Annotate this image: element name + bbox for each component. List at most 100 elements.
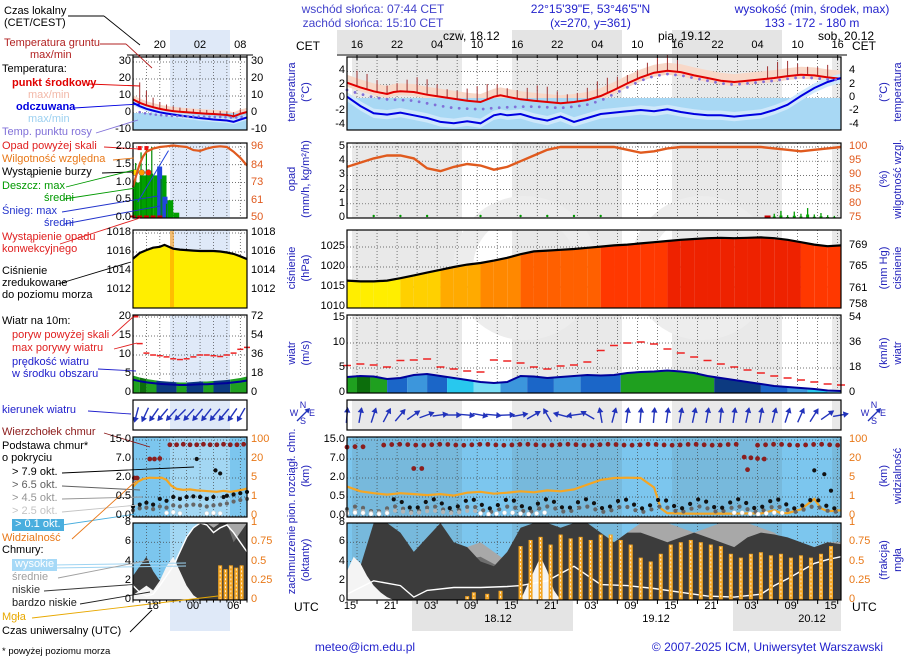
- legend-podstawa-chmur-: Podstawa chmur*: [2, 440, 89, 452]
- label: 0: [124, 106, 131, 118]
- legend-odczuwana: odczuwana: [16, 101, 76, 113]
- legend-śnieg-max: Śnieg: max: [2, 205, 58, 217]
- label: 5: [338, 361, 345, 373]
- mini-fr-tick: 0: [251, 593, 258, 605]
- legend--powyżej-poziomu-morza: * powyżej poziomu morza: [2, 646, 111, 657]
- label: 10: [332, 336, 345, 348]
- legend-deszcz-max: Deszcz: max: [2, 180, 65, 192]
- utc-tick: 21: [704, 600, 717, 612]
- km-tick: 0.0: [329, 509, 345, 521]
- mini-vis-tick: 1: [251, 490, 258, 502]
- legend-wiatr-na-10m-: Wiatr na 10m:: [2, 315, 71, 327]
- utc-tick: 09: [784, 600, 797, 612]
- label: 30: [118, 55, 131, 67]
- rh-tick: 100: [849, 140, 868, 152]
- km-tick: 2.0: [329, 471, 345, 483]
- label: 15: [332, 311, 345, 323]
- label: 1015: [320, 280, 345, 292]
- mini-km-tick: 7.0: [115, 452, 131, 464]
- utc-tick: 15: [824, 600, 837, 612]
- label: -10: [251, 123, 267, 135]
- label: 20: [251, 72, 264, 84]
- mini-vis-tick: 100: [251, 433, 270, 445]
- label: -4: [335, 117, 345, 130]
- legend-widzialność: Widzialność: [2, 532, 61, 544]
- km-tick: 15.0: [323, 433, 345, 445]
- label: 3: [338, 168, 345, 181]
- rh-tick: 95: [849, 154, 862, 167]
- axis-title-right: (km/h): [878, 337, 890, 369]
- day-thu: czw, 18.12: [443, 29, 500, 43]
- mini-fr-tick: 0.25: [251, 573, 273, 586]
- label: 72: [251, 310, 264, 322]
- legend-konwekcyjnego: konwekcyjnego: [2, 243, 78, 255]
- label: 2: [338, 573, 345, 586]
- day-fri: pią, 19.12: [658, 29, 711, 43]
- axis-title-right: (frakcja): [878, 540, 890, 580]
- label: 8: [124, 516, 131, 528]
- mmhg-tick: 769: [849, 239, 868, 251]
- legend-wystąpienie-opadu: Wystąpienie opadu: [2, 231, 96, 243]
- legend-ciśnienie: Ciśnienie: [2, 265, 48, 277]
- label: 30: [251, 55, 264, 67]
- legend-wysokie: wysokie: [12, 558, 58, 571]
- label: 0: [338, 593, 345, 605]
- km-tick: 7.0: [329, 452, 345, 464]
- cet-tick: 16: [350, 39, 364, 51]
- legend-temperatura-gruntu: Temperatura gruntu: [4, 37, 100, 49]
- label: 0: [251, 386, 258, 398]
- legend-kierunek-wiatru: kierunek wiatru: [2, 404, 76, 416]
- fr-tick: 1: [849, 516, 856, 528]
- label: 5: [338, 140, 345, 152]
- utc-tick: 09: [624, 600, 637, 612]
- label: 1018: [106, 226, 131, 238]
- utc-tick: 21: [383, 600, 397, 612]
- kmh-tick: 54: [849, 311, 862, 323]
- cet-label-left: CET: [296, 39, 320, 53]
- km-tick: 0.5: [329, 490, 345, 502]
- fr-tick: 0: [849, 593, 856, 605]
- utc-label-left: UTC: [294, 600, 319, 614]
- label: 0: [338, 386, 345, 398]
- cet-tick: 10: [791, 39, 804, 51]
- utc-tick: 15: [504, 600, 517, 612]
- label: 5: [124, 367, 131, 379]
- cet-tick: 16: [511, 39, 524, 51]
- label: -10: [115, 123, 131, 135]
- legend-wilgotność-względna: Wilgotność względna: [2, 153, 106, 165]
- location-info: 22°15'39"E, 53°46'5"N (x=270, y=361): [498, 2, 683, 31]
- kmh-tick: 18: [849, 361, 862, 373]
- label: 1012: [251, 283, 276, 295]
- label: 4: [338, 554, 345, 567]
- label: 0: [124, 593, 131, 605]
- legend-mgła: Mgła: [2, 611, 26, 623]
- svg-text:W: W: [290, 408, 299, 418]
- legend->-0.1-okt.: > 0.1 okt.: [12, 518, 64, 531]
- axis-title-left: zachmurzenie: [286, 525, 298, 595]
- legend-max-min: max/min: [28, 113, 70, 125]
- mini-opad-tick: 0.0: [115, 211, 131, 223]
- mini-rh-tick: 84: [251, 158, 264, 171]
- legend->-7.9-okt.: > 7.9 okt.: [12, 466, 58, 478]
- date-19: 19.12: [642, 613, 670, 625]
- label: 10: [251, 89, 264, 101]
- legend-do-poziomu-morza: do poziomu morza: [2, 289, 93, 301]
- contact-email[interactable]: meteo@icm.edu.pl: [314, 640, 416, 654]
- mini-km-tick: 0.0: [115, 509, 131, 521]
- label: 1016: [251, 245, 276, 257]
- mini-fr-tick: 0.75: [251, 535, 273, 548]
- label: 1012: [106, 283, 131, 295]
- label: 0: [124, 386, 131, 398]
- cet-tick: 16: [831, 39, 844, 51]
- label: 54: [251, 329, 264, 341]
- label: 2: [849, 77, 856, 90]
- mini-rh-tick: 96: [251, 140, 264, 153]
- mmhg-tick: 765: [849, 260, 868, 273]
- rh-tick: 75: [849, 211, 862, 223]
- axis-title-left: (oktanty): [300, 538, 312, 582]
- mini-vis-tick: 20: [251, 452, 264, 464]
- label: 4: [338, 64, 345, 77]
- coordinates-text: 22°15'39"E, 53°46'5"N: [530, 2, 651, 16]
- legend-temp.-punktu-rosy: Temp. punktu rosy: [2, 126, 92, 138]
- cet-label-right: CET: [852, 39, 876, 53]
